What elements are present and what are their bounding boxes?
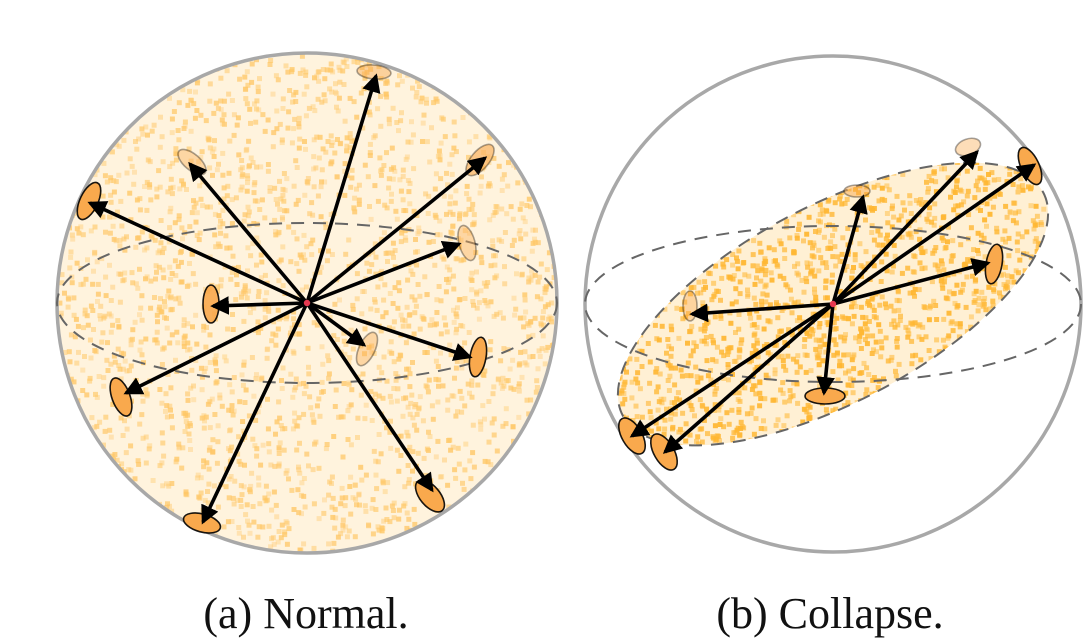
vector-arrow <box>832 258 991 306</box>
vector-arrow <box>305 156 488 305</box>
vector-arrow <box>816 303 835 396</box>
vector-arrow <box>305 73 381 304</box>
vector-arrow <box>306 241 462 305</box>
vector-endpoint-cap <box>843 184 871 198</box>
vector-arrow <box>306 301 473 361</box>
sphere-diagrams <box>55 51 1083 555</box>
vector-arrow <box>831 194 868 305</box>
vector-arrow <box>305 301 434 493</box>
embedding-vectors <box>629 149 1037 454</box>
caption-collapse: (b) Collapse. <box>716 589 944 638</box>
origin-point <box>303 299 311 307</box>
vector-endpoint-cap <box>202 284 220 324</box>
panel-normal <box>55 51 559 555</box>
vector-arrow <box>123 301 308 395</box>
origin-point <box>829 300 837 308</box>
vector-arrow <box>689 302 834 323</box>
vector-arrow <box>831 149 979 306</box>
vector-arrow <box>188 161 309 305</box>
collapsed-plane-dashed <box>616 161 1050 447</box>
vector-arrow <box>87 201 308 305</box>
equator-dashed <box>56 222 558 384</box>
vector-arrow <box>305 301 367 347</box>
vector-arrow <box>662 302 835 454</box>
caption-normal: (a) Normal. <box>203 589 409 638</box>
vector-arrow <box>629 302 834 438</box>
vector-arrow <box>831 163 1037 306</box>
vector-arrow <box>201 302 309 525</box>
vector-endpoint-cap <box>682 290 698 322</box>
vector-endpoint-cap <box>954 137 982 157</box>
embedding-vectors <box>87 73 488 525</box>
panel-collapse <box>583 54 1083 554</box>
vector-arrow <box>210 296 308 315</box>
